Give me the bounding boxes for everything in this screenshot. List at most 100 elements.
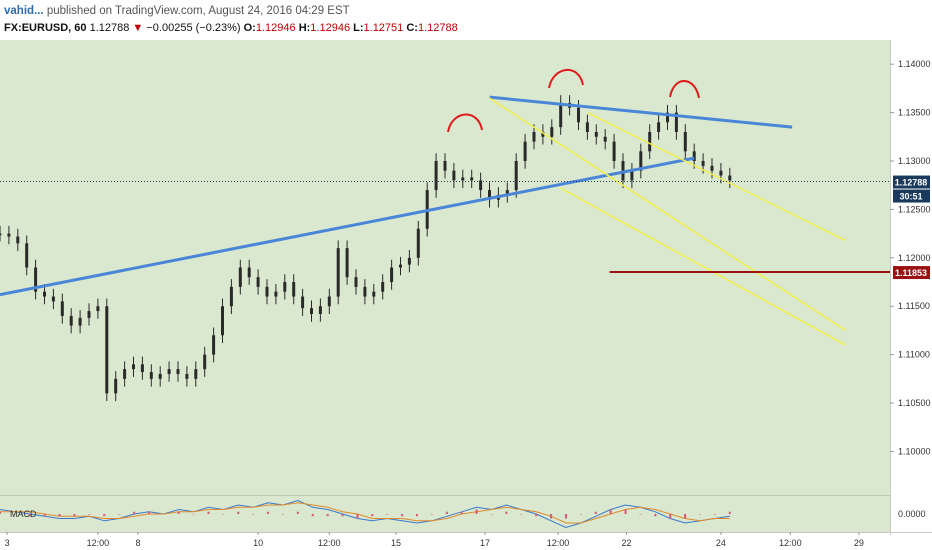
candle-body [274,291,278,297]
candle-body [229,286,233,307]
price-axis[interactable]: 1.14000 1.13500 1.13000 1.12500 1.12000 1.115… [890,59,931,519]
candle-body [25,243,29,268]
macd-histogram-bar [460,511,463,514]
price-tick-label: 1.10500 [898,398,931,408]
macd-histogram-bar [669,514,672,519]
macd-histogram-bar [58,514,61,517]
candle-body [247,267,251,278]
candle-body [630,170,634,181]
macd-histogram-bar [564,514,567,519]
publish-line: vahid... published on TradingView.com, A… [4,5,350,17]
macd-histogram-bar [13,514,16,515]
candle-body [203,354,207,370]
macd-histogram-bar [579,514,582,515]
macd-histogram-bar [133,511,136,514]
candle-body [710,165,714,171]
candle-body [176,369,180,374]
time-tick-label: 10 [253,538,263,548]
candle-body [292,282,296,297]
high-value: 1.12946 [310,22,351,34]
channel-line-2[interactable] [560,187,846,346]
macd-histogram-bar [699,514,702,515]
candle-body [594,131,598,137]
price-tick-label: 1.12500 [898,204,931,214]
candle-body [559,102,563,128]
price-badge [893,266,930,280]
price-tick-label: 1.10000 [898,446,931,456]
channel-line-1[interactable] [489,97,846,332]
time-tick-label: 22 [622,538,632,548]
candle-body [701,161,705,166]
candle-body [132,364,135,370]
candle-body [648,131,652,152]
shoulder-arc[interactable] [447,113,483,133]
close-label: C: [406,22,418,34]
candle-body [194,369,198,379]
macd-histogram-bar [475,509,478,514]
candle-body [381,282,385,292]
macd-histogram-bar [550,514,553,519]
shoulder-arc[interactable] [548,68,584,89]
low-value: 1.12751 [363,22,404,34]
price-chart[interactable]: MACD 1.14000 1.13500 1.13000 1.12500 1.12000… [0,40,932,550]
shoulder-arc[interactable] [669,80,700,99]
macd-histogram-bar [416,514,419,517]
candle-body [327,296,331,307]
time-tick-label: 17 [480,538,490,548]
macd-histogram-bar [371,514,374,517]
last-price: 1.12788 [89,22,130,34]
candle-body [443,161,447,171]
open-label: O: [243,22,256,34]
candle-body [434,161,438,191]
annotations [0,68,890,346]
macd-histogram-bar [654,514,657,517]
symbol-label[interactable]: FX:EURUSD, 60 [4,22,87,34]
time-tick-label: 12:00 [87,538,110,548]
price-tick-label: 1.14000 [898,59,931,69]
candle-body [345,248,349,278]
author-link[interactable]: vahid... [4,5,44,17]
macd-histogram-bar [147,511,150,514]
macd-histogram-bar [326,514,329,517]
candle-body [114,378,118,394]
candle-body [461,177,465,181]
plot-area[interactable] [0,40,890,495]
macd-histogram-bar [505,511,508,514]
candle-body [488,190,491,200]
candle-body [310,308,313,314]
candle-body [69,315,73,326]
time-tick-label: 8 [135,538,140,548]
candle-body [399,264,402,268]
candle-body [612,141,616,162]
macd-histogram-bar [177,511,180,514]
price-tick-label: 1.11000 [898,350,930,360]
candle-body [372,291,376,297]
candle-body [51,296,55,302]
macd-histogram-bar [162,514,165,515]
candle-body [363,286,367,297]
candle-body [523,141,527,162]
down-arrow-icon: ▼ [132,22,144,34]
candle-body [603,136,607,142]
signal-line [0,502,730,524]
published-text: published on TradingView.com, August 24,… [46,5,350,17]
macd-histogram-bar [222,514,225,515]
price-tick-label: 1.13000 [898,156,931,166]
candle-body [666,112,669,123]
candle-body [140,364,144,373]
candle-body [34,267,38,292]
time-axis[interactable]: 3 12:00 8 10 12:00 15 17 12:00 22 24 12:00 29 [5,532,864,548]
trendline-lower[interactable] [0,156,695,297]
candle-body [7,233,11,237]
trendline-upper[interactable] [489,95,793,129]
candle-body [123,369,127,379]
macd-histogram-bar [341,514,344,517]
macd-histogram-bar [445,511,448,514]
macd-histogram-bar [192,514,195,515]
channel-line-3[interactable] [587,111,846,242]
macd-histogram-bar [356,514,359,519]
macd-histogram-bar [624,509,627,514]
macd-histogram-bar [28,514,31,517]
price-badge-label: 1.12788 [895,178,928,188]
macd-tick-label: 0.0000 [898,509,926,519]
